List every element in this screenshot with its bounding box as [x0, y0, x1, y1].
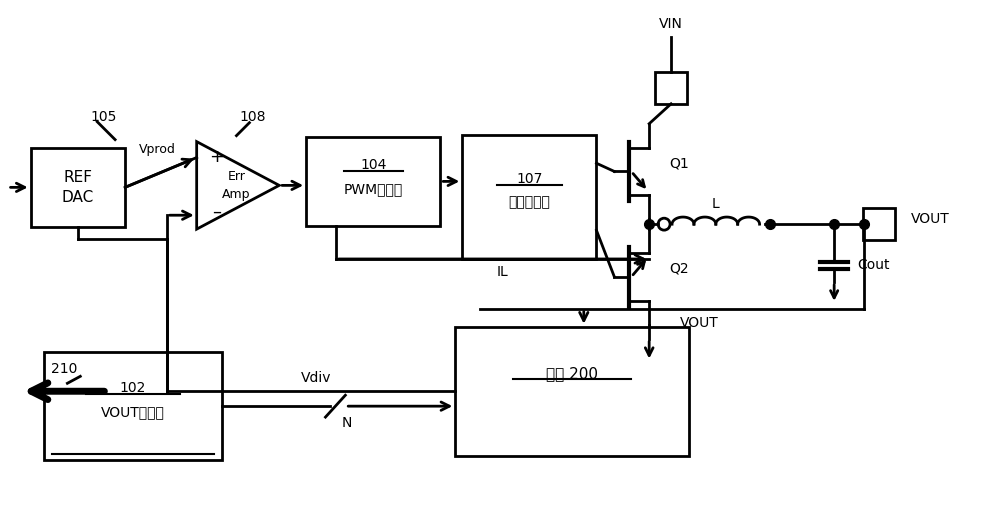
- Bar: [44, 352, 222, 460]
- Bar: [306, 136, 440, 226]
- Text: N: N: [341, 416, 352, 430]
- Text: VIN: VIN: [659, 17, 683, 31]
- Text: –: –: [212, 202, 221, 220]
- Text: Vdiv: Vdiv: [301, 372, 331, 385]
- Text: 104: 104: [360, 158, 386, 173]
- Bar: [462, 135, 596, 259]
- Text: 102: 102: [120, 381, 146, 395]
- Text: Cout: Cout: [858, 258, 890, 272]
- Text: VOUT: VOUT: [680, 316, 718, 330]
- Text: PWM调制器: PWM调制器: [344, 182, 403, 196]
- Bar: [863, 208, 895, 240]
- Text: 105: 105: [90, 110, 117, 124]
- Text: VOUT: VOUT: [911, 212, 949, 226]
- Text: VOUT寄存器: VOUT寄存器: [101, 405, 165, 419]
- Text: 210: 210: [51, 362, 78, 376]
- Text: +: +: [209, 148, 224, 165]
- Text: DAC: DAC: [62, 190, 94, 205]
- Text: Err: Err: [228, 170, 245, 183]
- Text: REF: REF: [63, 170, 92, 185]
- Bar: [31, 148, 125, 227]
- Text: 108: 108: [239, 110, 266, 124]
- Bar: [655, 72, 687, 104]
- Text: Amp: Amp: [222, 188, 251, 201]
- Text: 电路 200: 电路 200: [546, 366, 598, 381]
- Text: L: L: [712, 197, 720, 211]
- Text: 107: 107: [516, 172, 543, 186]
- Text: IL: IL: [497, 265, 508, 279]
- Text: Q2: Q2: [669, 262, 689, 276]
- Text: 门极驱动器: 门极驱动器: [508, 195, 550, 209]
- Text: Vprod: Vprod: [138, 143, 175, 156]
- Bar: [455, 327, 689, 456]
- Text: Q1: Q1: [669, 156, 689, 171]
